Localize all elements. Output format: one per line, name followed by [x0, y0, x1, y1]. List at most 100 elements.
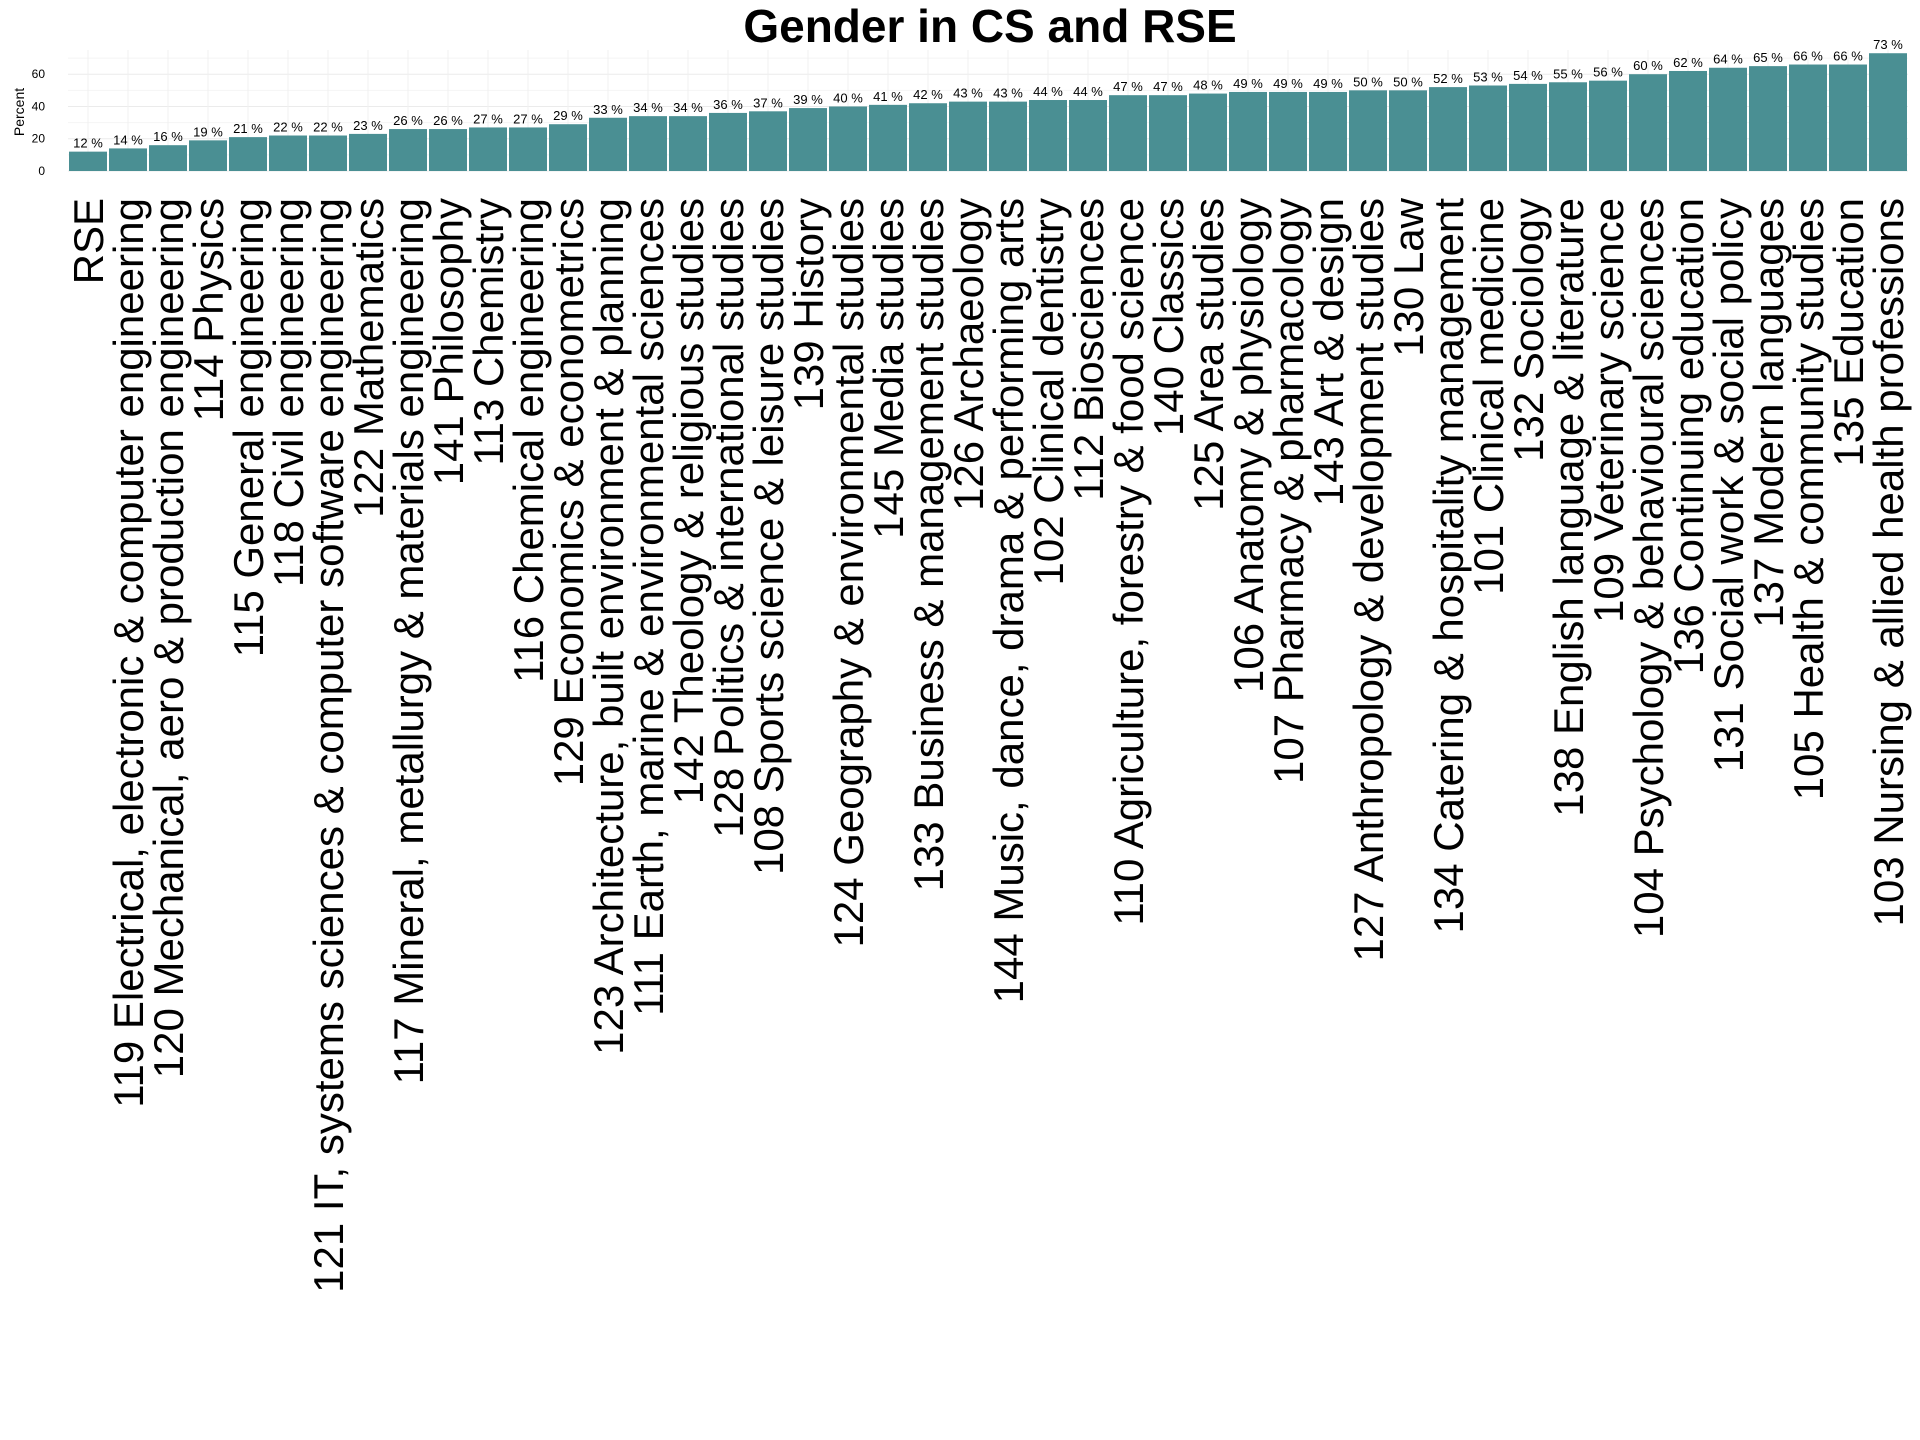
data-label: 56 % — [1593, 65, 1623, 80]
data-labels: 12 % 14 % 16 % 19 % 21 % 22 % 22 % 23 % 26 % 26 %… — [73, 37, 1903, 150]
x-tick-label: 111 Earth, marine & environmental scienc… — [625, 198, 672, 1016]
y-axis-ticks: 0 20 40 60 — [32, 67, 46, 178]
data-label: 21 % — [233, 121, 263, 136]
data-label: 49 % — [1273, 76, 1303, 91]
x-tick-label: 113 Chemistry — [465, 198, 512, 466]
data-label: 27 % — [473, 111, 503, 126]
data-label: 22 % — [313, 120, 343, 135]
bar — [1229, 91, 1267, 171]
x-tick-label: 125 Area studies — [1185, 198, 1232, 511]
y-tick-label: 20 — [32, 132, 46, 146]
data-label: 16 % — [153, 129, 183, 144]
x-tick-label: 120 Mechanical, aero & production engine… — [145, 198, 192, 1078]
bar — [429, 129, 467, 171]
bar — [1189, 93, 1227, 171]
bar — [349, 133, 387, 171]
data-label: 26 % — [433, 113, 463, 128]
bar — [1549, 82, 1587, 171]
x-tick-label: 138 English language & literature — [1545, 198, 1592, 817]
data-label: 42 % — [913, 87, 943, 102]
bars — [69, 53, 1907, 171]
data-label: 36 % — [713, 97, 743, 112]
x-tick-label: 126 Archaeology — [945, 198, 992, 511]
data-label: 66 % — [1833, 49, 1863, 64]
x-tick-label: 115 General engineering — [225, 198, 272, 657]
x-tick-label: 101 Clinical medicine — [1465, 198, 1512, 595]
x-tick-label: 129 Economics & econometrics — [545, 198, 592, 786]
data-label: 39 % — [793, 92, 823, 107]
data-label: 23 % — [353, 118, 383, 133]
bar — [789, 108, 827, 171]
x-tick-label: 124 Geography & environmental studies — [825, 198, 872, 947]
bar — [149, 145, 187, 171]
data-label: 47 % — [1113, 79, 1143, 94]
bar — [1309, 91, 1347, 171]
x-tick-label: 107 Pharmacy & pharmacology — [1265, 198, 1312, 784]
bar — [109, 148, 147, 171]
x-tick-label: 114 Physics — [185, 198, 232, 421]
data-label: 50 % — [1353, 74, 1383, 89]
x-tick-label: 117 Mineral, metallurgy & materials engi… — [385, 198, 432, 1084]
x-tick-label: RSE — [65, 198, 112, 284]
x-tick-label: 139 History — [785, 198, 832, 410]
bar — [69, 151, 107, 171]
x-tick-label: 135 Education — [1825, 198, 1872, 467]
bar — [1709, 67, 1747, 171]
bar — [949, 101, 987, 171]
bar — [269, 135, 307, 171]
data-label: 29 % — [553, 108, 583, 123]
bar — [1469, 85, 1507, 171]
bar — [1829, 64, 1867, 171]
data-label: 60 % — [1633, 58, 1663, 73]
data-label: 44 % — [1033, 84, 1063, 99]
bar — [189, 140, 227, 171]
bar — [1589, 80, 1627, 171]
data-label: 37 % — [753, 95, 783, 110]
x-tick-label: 136 Continuing education — [1665, 198, 1712, 674]
x-tick-label: 141 Philosophy — [425, 198, 472, 485]
data-label: 50 % — [1393, 74, 1423, 89]
x-tick-label: 144 Music, dance, drama & performing art… — [985, 198, 1032, 1003]
data-label: 34 % — [673, 100, 703, 115]
data-label: 43 % — [993, 86, 1023, 101]
bar — [1069, 100, 1107, 171]
x-tick-label: 143 Art & design — [1305, 198, 1352, 506]
x-tick-label: 104 Psychology & behavioural sciences — [1625, 198, 1672, 938]
bar — [669, 116, 707, 171]
data-label: 52 % — [1433, 71, 1463, 86]
x-tick-label: 132 Sociology — [1505, 198, 1552, 462]
bar — [1509, 83, 1547, 171]
data-label: 34 % — [633, 100, 663, 115]
x-tick-label: 127 Anthropology & development studies — [1345, 198, 1392, 962]
bar — [749, 111, 787, 171]
bar — [229, 137, 267, 171]
bar — [469, 127, 507, 171]
bar — [1269, 91, 1307, 171]
x-tick-label: 128 Politics & international studies — [705, 198, 752, 838]
data-label: 65 % — [1753, 50, 1783, 65]
bar — [989, 101, 1027, 171]
bar — [629, 116, 667, 171]
x-tick-label: 119 Electrical, electronic & computer en… — [105, 198, 152, 1108]
data-label: 26 % — [393, 113, 423, 128]
x-tick-label: 122 Mathematics — [345, 198, 392, 518]
x-tick-label: 133 Business & management studies — [905, 198, 952, 891]
data-label: 53 % — [1473, 69, 1503, 84]
y-tick-label: 0 — [38, 164, 45, 178]
data-label: 55 % — [1553, 66, 1583, 81]
x-tick-label: 103 Nursing & allied health professions — [1865, 198, 1912, 926]
x-tick-label: 102 Clinical dentistry — [1025, 198, 1072, 586]
bar — [1749, 66, 1787, 171]
bar — [1429, 87, 1467, 171]
bar — [509, 127, 547, 171]
x-tick-label: 140 Classics — [1145, 198, 1192, 436]
data-label: 43 % — [953, 86, 983, 101]
x-tick-label: 106 Anatomy & physiology — [1225, 198, 1272, 693]
data-label: 19 % — [193, 124, 223, 139]
data-label: 62 % — [1673, 55, 1703, 70]
bar — [589, 117, 627, 171]
bar — [1669, 70, 1707, 171]
data-label: 48 % — [1193, 78, 1223, 93]
